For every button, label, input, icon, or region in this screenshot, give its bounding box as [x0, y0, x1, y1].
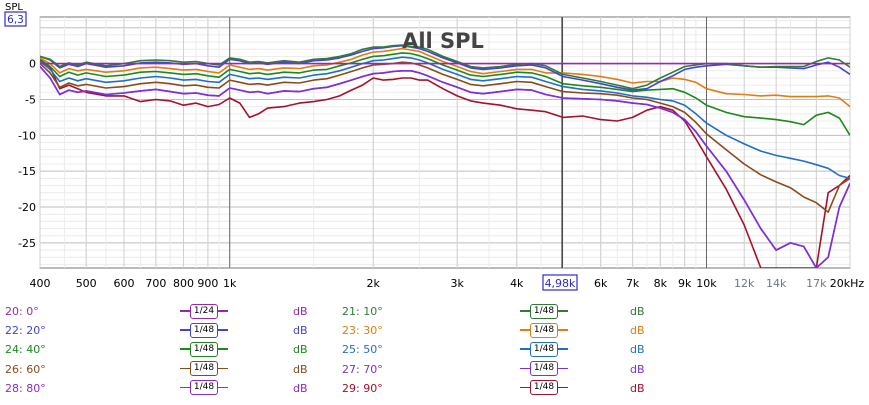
legend-series-name: 21: 10° [342, 305, 383, 318]
legend-unit: dB [293, 305, 308, 318]
legend-line-sample[interactable]: 1/48 [180, 379, 228, 397]
x-tick-label: 20kHz [830, 277, 865, 290]
legend-item[interactable]: 23: 30° 1/48 dB [0, 321, 869, 342]
smoothing-button[interactable]: 1/24 [190, 303, 218, 319]
series-line-7 [40, 65, 850, 268]
legend-item[interactable]: 25: 50° 1/48 dB [0, 340, 869, 361]
series-line-5 [40, 56, 850, 180]
legend-item[interactable]: 28: 80° 1/48 dB [0, 379, 869, 400]
legend-unit: dB [630, 362, 645, 376]
legend-unit: dB [630, 381, 645, 395]
legend-item[interactable]: 21: 10° 1/48 dB [0, 302, 869, 323]
smoothing-button[interactable]: 1/48 [530, 322, 558, 338]
legend-series-name: 26: 60° [5, 362, 46, 376]
x-tick-label: 2k [367, 277, 381, 290]
legend-item[interactable]: 26: 60° 1/48 dB [0, 360, 869, 381]
y-tick-labels: 0 -5 -10 -15 -20 -25 [18, 58, 36, 250]
x-tick-label: 800 [173, 277, 194, 290]
y-axis-label: SPL [5, 2, 23, 13]
legend-series-name: 28: 80° [5, 381, 46, 395]
legend-unit: dB [293, 343, 308, 357]
legend-unit: dB [293, 324, 308, 338]
legend-line-sample[interactable]: 1/48 [520, 302, 568, 320]
legend-line-sample[interactable]: 1/48 [520, 340, 568, 358]
y-tick-label: -20 [18, 201, 36, 214]
x-tick-label: 4k [510, 277, 524, 290]
smoothing-button[interactable]: 1/48 [530, 303, 558, 319]
x-tick-label: 400 [30, 277, 51, 290]
y-cursor-readout: 6,3 [7, 14, 24, 26]
legend-series-name: 22: 20° [5, 324, 46, 338]
y-tick-label: -25 [18, 237, 36, 250]
chart-title: All SPL [402, 29, 484, 53]
x-tick-label: 900 [197, 277, 218, 290]
smoothing-button[interactable]: 1/48 [530, 361, 558, 377]
grid [39, 16, 851, 269]
curves [40, 44, 850, 268]
legend: 20: 0° 1/24 dB 21: 10° 1/48 dB 22: 20° 1/48 dB 23… [0, 300, 869, 405]
x-tick-label: 500 [76, 277, 97, 290]
legend-unit: dB [630, 305, 645, 318]
smoothing-button[interactable]: 1/48 [190, 322, 218, 338]
legend-item[interactable]: 22: 20° 1/48 dB [0, 321, 869, 342]
legend-line-sample[interactable]: 1/48 [520, 360, 568, 378]
legend-item[interactable]: 27: 70° 1/48 dB [0, 360, 869, 381]
y-tick-label: -15 [18, 165, 36, 178]
legend-unit: dB [293, 381, 308, 395]
x-tick-label: 14k [766, 277, 787, 290]
legend-item[interactable]: 20: 0° 1/24 dB [0, 302, 869, 323]
legend-line-sample[interactable]: 1/48 [180, 360, 228, 378]
y-tick-label: -10 [18, 129, 36, 142]
legend-item[interactable]: 29: 90° 1/48 dB [0, 379, 869, 400]
legend-item[interactable]: 24: 40° 1/48 dB [0, 340, 869, 361]
legend-unit: dB [630, 324, 645, 338]
legend-line-sample[interactable]: 1/48 [520, 321, 568, 339]
series-line-9 [40, 59, 850, 268]
x-tick-label: 7k [626, 277, 640, 290]
x-cursor-readout-box[interactable] [542, 274, 578, 291]
legend-unit: dB [293, 362, 308, 376]
x-tick-label: 8k [654, 277, 668, 290]
legend-series-name: 29: 90° [342, 381, 383, 395]
series-line-4 [40, 52, 850, 136]
legend-line-sample[interactable]: 1/48 [180, 321, 228, 339]
x-tick-label: 10k [696, 277, 717, 290]
x-tick-label: 17k [806, 277, 827, 290]
legend-series-name: 27: 70° [342, 362, 383, 376]
x-tick-label: 700 [145, 277, 166, 290]
smoothing-button[interactable]: 1/48 [190, 380, 218, 396]
spl-chart: 400 500 600 700 800 900 1k 2k 3k 4k 6k 7k 8k 9k 10k 12k… [4, 2, 865, 291]
x-tick-label: 12k [734, 277, 755, 290]
series-line-3 [40, 47, 850, 108]
x-tick-label: 600 [113, 277, 134, 290]
y-tick-label: 0 [29, 58, 36, 71]
legend-series-name: 25: 50° [342, 343, 383, 357]
legend-series-name: 23: 30° [342, 324, 383, 338]
smoothing-button[interactable]: 1/48 [530, 341, 558, 357]
legend-series-name: 20: 0° [5, 305, 39, 318]
x-tick-label: 6k [594, 277, 608, 290]
x-tick-label: 9k [678, 277, 692, 290]
legend-line-sample[interactable]: 1/48 [520, 379, 568, 397]
x-tick-label: 3k [451, 277, 465, 290]
legend-line-sample[interactable]: 1/48 [180, 340, 228, 358]
smoothing-button[interactable]: 1/48 [190, 341, 218, 357]
legend-line-sample[interactable]: 1/24 [180, 302, 228, 320]
smoothing-button[interactable]: 1/48 [190, 361, 218, 377]
x-cursor-readout: 4,98k [545, 277, 576, 290]
x-tick-label: 1k [223, 277, 237, 290]
legend-series-name: 24: 40° [5, 343, 46, 357]
y-cursor-readout-box[interactable] [4, 11, 27, 27]
y-tick-label: -5 [25, 93, 36, 106]
smoothing-button[interactable]: 1/48 [530, 380, 558, 396]
x-tick-labels: 400 500 600 700 800 900 1k 2k 3k 4k 6k 7k 8k 9k 10k 12k… [30, 277, 865, 290]
legend-unit: dB [630, 343, 645, 357]
